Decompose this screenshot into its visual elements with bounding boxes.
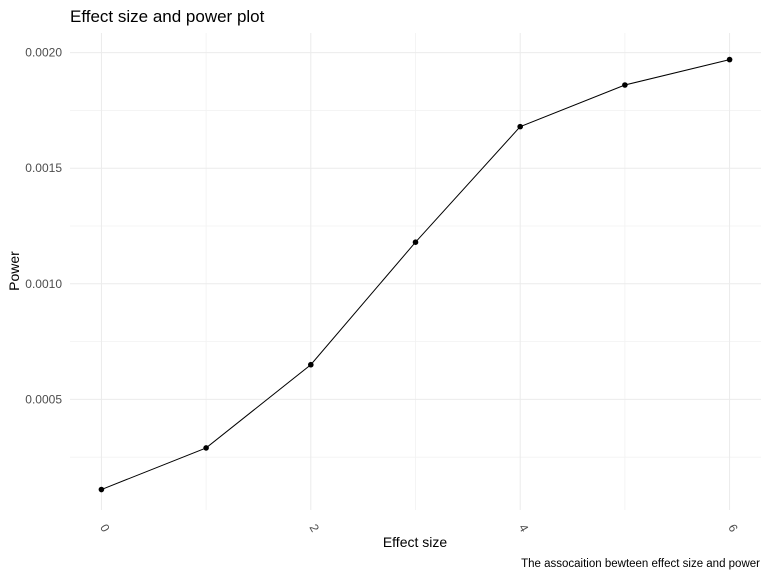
data-point	[203, 445, 209, 451]
y-tick-label: 0.0005	[25, 392, 62, 406]
x-tick-label: 4	[516, 522, 532, 535]
x-tick-label: 0	[97, 522, 113, 535]
series	[98, 56, 733, 493]
chart-caption: The assocaition bewteen effect size and …	[521, 558, 760, 570]
data-point	[98, 486, 105, 493]
grid	[70, 33, 761, 510]
x-axis-ticks: 0 2 4 6	[97, 522, 741, 535]
x-tick-label: 6	[725, 522, 741, 535]
x-axis-title: Effect size	[383, 534, 448, 550]
y-tick-label: 0.0020	[25, 46, 62, 60]
y-axis-title: Power	[6, 251, 22, 291]
data-point	[517, 123, 523, 130]
chart-title: Effect size and power plot	[70, 7, 265, 26]
data-point	[622, 82, 628, 88]
data-point	[726, 56, 733, 63]
x-tick-label: 2	[307, 522, 323, 535]
y-axis-ticks: 0.0005 0.0010 0.0015 0.0020	[25, 46, 62, 407]
data-point	[412, 239, 419, 246]
data-point	[308, 361, 314, 368]
y-tick-label: 0.0010	[25, 277, 62, 291]
y-tick-label: 0.0015	[25, 161, 62, 175]
